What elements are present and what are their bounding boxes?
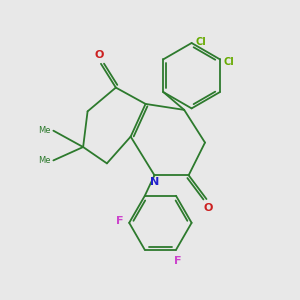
Text: Cl: Cl: [224, 57, 234, 67]
Text: N: N: [150, 177, 159, 187]
Text: Me: Me: [38, 126, 51, 135]
Text: Cl: Cl: [195, 37, 206, 46]
Text: Me: Me: [38, 156, 51, 165]
Text: O: O: [95, 50, 104, 60]
Text: O: O: [203, 202, 213, 213]
Text: F: F: [174, 256, 181, 266]
Text: F: F: [116, 216, 124, 226]
